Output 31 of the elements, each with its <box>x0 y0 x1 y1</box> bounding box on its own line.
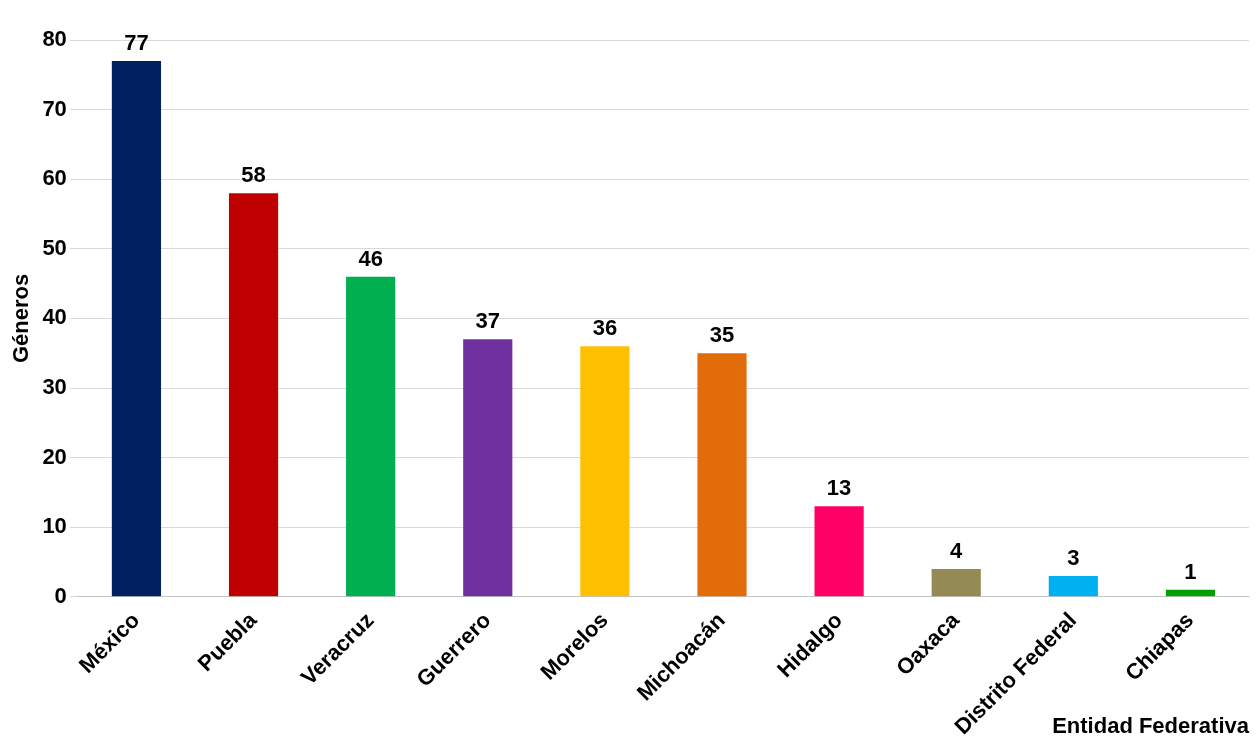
bar <box>814 506 864 597</box>
data-label: 35 <box>709 322 735 348</box>
y-tick-label: 0 <box>54 582 67 608</box>
bar <box>228 193 279 597</box>
bar <box>931 568 981 597</box>
x-axis-title: Entidad Federativa <box>1052 712 1250 738</box>
y-tick-label: 50 <box>42 234 67 260</box>
bar <box>1048 575 1098 597</box>
data-label: 3 <box>1067 545 1080 571</box>
y-tick-label: 80 <box>42 26 67 52</box>
bar <box>580 346 630 597</box>
y-tick-label: 60 <box>42 165 67 191</box>
y-tick-label: 10 <box>42 513 67 539</box>
y-tick-label: 20 <box>42 443 67 469</box>
y-tick-label: 70 <box>42 95 67 121</box>
bar <box>111 60 162 597</box>
data-label: 46 <box>358 245 383 271</box>
y-tick-label: 30 <box>42 374 67 400</box>
bar <box>346 276 396 597</box>
data-label: 1 <box>1184 558 1197 584</box>
y-axis-title: Géneros <box>8 273 34 364</box>
y-tick-label: 40 <box>42 304 67 330</box>
bar <box>1165 589 1216 597</box>
data-label: 36 <box>592 315 618 341</box>
data-label: 13 <box>826 475 852 501</box>
data-label: 37 <box>475 308 501 334</box>
data-label: 77 <box>124 29 149 55</box>
data-label: 58 <box>241 162 266 188</box>
bar <box>463 339 513 597</box>
bar <box>697 353 747 597</box>
data-label: 4 <box>950 538 964 564</box>
